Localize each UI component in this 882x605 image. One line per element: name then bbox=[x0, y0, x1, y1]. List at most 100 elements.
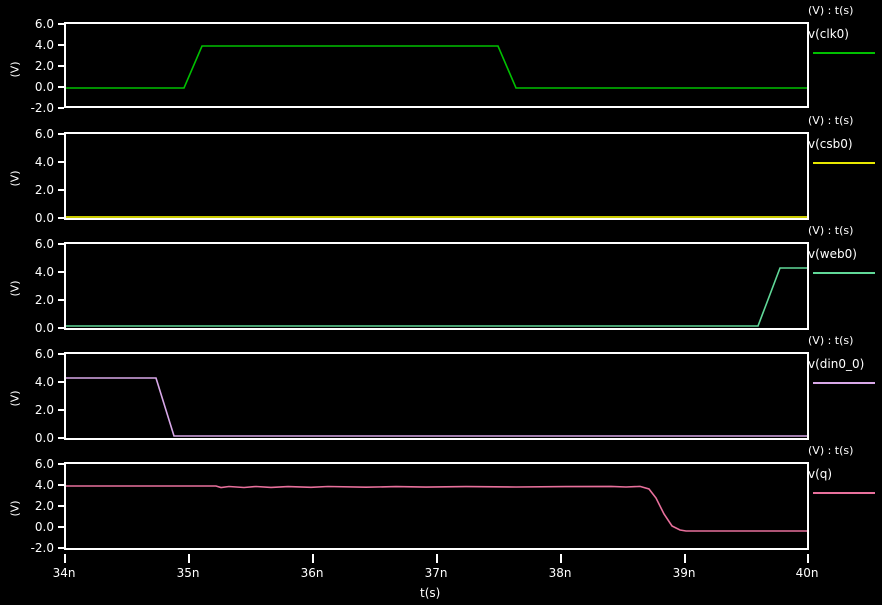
y-tick-label: -2.0 bbox=[30, 101, 54, 115]
y-tick-label: 4.0 bbox=[34, 155, 54, 169]
y-tick-mark bbox=[58, 271, 64, 273]
y-tick-mark bbox=[58, 505, 64, 507]
legend-color-swatch bbox=[813, 162, 875, 164]
y-tick-mark bbox=[58, 44, 64, 46]
legend-color-swatch bbox=[813, 382, 875, 384]
x-tick-label: 34n bbox=[52, 566, 76, 580]
y-tick-label: 0.0 bbox=[34, 431, 54, 445]
legend-color-swatch bbox=[813, 52, 875, 54]
y-tick-label: 4.0 bbox=[34, 478, 54, 492]
legend-signal-name[interactable]: v(clk0) bbox=[808, 27, 849, 41]
y-tick-mark bbox=[58, 327, 64, 329]
legend-header: (V) : t(s) bbox=[808, 444, 854, 457]
y-tick-label: 4.0 bbox=[34, 38, 54, 52]
legend-signal-name[interactable]: v(web0) bbox=[808, 247, 857, 261]
y-tick-label: 2.0 bbox=[34, 59, 54, 73]
y-tick-label: 2.0 bbox=[34, 293, 54, 307]
panel-csb0: (V) 6.0 4.0 2.0 0.0 (V) : t(s) v(csb0) bbox=[0, 112, 882, 225]
y-tick-label: 0.0 bbox=[34, 321, 54, 335]
y-tick-mark bbox=[58, 437, 64, 439]
plot-area-web0[interactable] bbox=[64, 242, 809, 330]
y-tick-mark bbox=[58, 299, 64, 301]
x-tick-mark bbox=[807, 554, 809, 563]
y-tick-mark bbox=[58, 381, 64, 383]
legend-signal-name[interactable]: v(csb0) bbox=[808, 137, 853, 151]
plot-area-clk0[interactable] bbox=[64, 22, 809, 108]
y-tick-mark bbox=[58, 189, 64, 191]
plot-area-din0-0[interactable] bbox=[64, 352, 809, 440]
x-tick-mark bbox=[684, 554, 686, 563]
trace-web0 bbox=[66, 267, 807, 327]
legend-csb0: (V) : t(s) v(csb0) bbox=[800, 112, 882, 222]
trace-clk0 bbox=[66, 45, 807, 89]
y-tick-label: 2.0 bbox=[34, 183, 54, 197]
legend-header: (V) : t(s) bbox=[808, 114, 854, 127]
y-axis-label-csb0: (V) bbox=[8, 170, 22, 187]
y-axis-label-web0: (V) bbox=[8, 280, 22, 297]
panel-q: (V) 6.0 4.0 2.0 0.0 -2.0 (V) : t(s) v(q) bbox=[0, 442, 882, 555]
panel-web0: (V) 6.0 4.0 2.0 0.0 (V) : t(s) v(web0) bbox=[0, 222, 882, 335]
x-tick-mark bbox=[560, 554, 562, 563]
y-tick-mark bbox=[58, 526, 64, 528]
y-tick-mark bbox=[58, 86, 64, 88]
y-tick-mark bbox=[58, 484, 64, 486]
y-tick-label: 4.0 bbox=[34, 265, 54, 279]
y-tick-mark bbox=[58, 107, 64, 109]
y-tick-label: 6.0 bbox=[34, 237, 54, 251]
legend-signal-name[interactable]: v(din0_0) bbox=[808, 357, 865, 371]
x-tick-label: 35n bbox=[176, 566, 200, 580]
plot-area-q[interactable] bbox=[64, 462, 809, 550]
y-tick-label: 6.0 bbox=[34, 17, 54, 31]
x-tick-label: 39n bbox=[672, 566, 696, 580]
y-axis-label-din0-0: (V) bbox=[8, 390, 22, 407]
legend-header: (V) : t(s) bbox=[808, 224, 854, 237]
y-tick-label: 4.0 bbox=[34, 375, 54, 389]
y-tick-mark bbox=[58, 133, 64, 135]
legend-din0-0: (V) : t(s) v(din0_0) bbox=[800, 332, 882, 442]
y-tick-label: 6.0 bbox=[34, 347, 54, 361]
y-tick-label: 6.0 bbox=[34, 127, 54, 141]
legend-header: (V) : t(s) bbox=[808, 4, 854, 17]
y-tick-mark bbox=[58, 409, 64, 411]
y-tick-label: 2.0 bbox=[34, 403, 54, 417]
panel-clk0: (V) 6.0 4.0 2.0 0.0 -2.0 (V) : t(s) v(cl… bbox=[0, 0, 882, 115]
x-tick-label: 38n bbox=[548, 566, 572, 580]
y-tick-mark bbox=[58, 353, 64, 355]
y-tick-label: 0.0 bbox=[34, 520, 54, 534]
y-tick-mark bbox=[58, 23, 64, 25]
y-tick-mark bbox=[58, 65, 64, 67]
legend-header: (V) : t(s) bbox=[808, 334, 854, 347]
y-tick-label: 0.0 bbox=[34, 211, 54, 225]
x-tick-mark bbox=[64, 554, 66, 563]
legend-clk0: (V) : t(s) v(clk0) bbox=[800, 0, 882, 112]
x-tick-label: 37n bbox=[424, 566, 448, 580]
plot-area-csb0[interactable] bbox=[64, 132, 809, 220]
legend-q: (V) : t(s) v(q) bbox=[800, 442, 882, 554]
y-tick-mark bbox=[58, 463, 64, 465]
trace-din0-0 bbox=[66, 377, 807, 437]
panel-din0-0: (V) 6.0 4.0 2.0 0.0 (V) : t(s) v(din0_0) bbox=[0, 332, 882, 445]
x-tick-label: 40n bbox=[795, 566, 819, 580]
y-tick-label: 6.0 bbox=[34, 457, 54, 471]
legend-color-swatch bbox=[813, 492, 875, 494]
y-axis-label-clk0: (V) bbox=[8, 61, 22, 78]
legend-signal-name[interactable]: v(q) bbox=[808, 467, 833, 481]
x-tick-mark bbox=[312, 554, 314, 563]
legend-color-swatch bbox=[813, 272, 875, 274]
y-tick-mark bbox=[58, 547, 64, 549]
x-tick-label: 36n bbox=[300, 566, 324, 580]
trace-csb0 bbox=[66, 216, 807, 218]
trace-q bbox=[66, 485, 807, 532]
legend-web0: (V) : t(s) v(web0) bbox=[800, 222, 882, 332]
y-tick-mark bbox=[58, 217, 64, 219]
x-tick-mark bbox=[436, 554, 438, 563]
x-tick-mark bbox=[188, 554, 190, 563]
y-tick-mark bbox=[58, 243, 64, 245]
y-tick-label: -2.0 bbox=[30, 541, 54, 555]
y-tick-mark bbox=[58, 161, 64, 163]
y-tick-label: 2.0 bbox=[34, 499, 54, 513]
y-tick-label: 0.0 bbox=[34, 80, 54, 94]
y-axis-label-q: (V) bbox=[8, 500, 22, 517]
x-axis-title: t(s) bbox=[420, 586, 441, 600]
